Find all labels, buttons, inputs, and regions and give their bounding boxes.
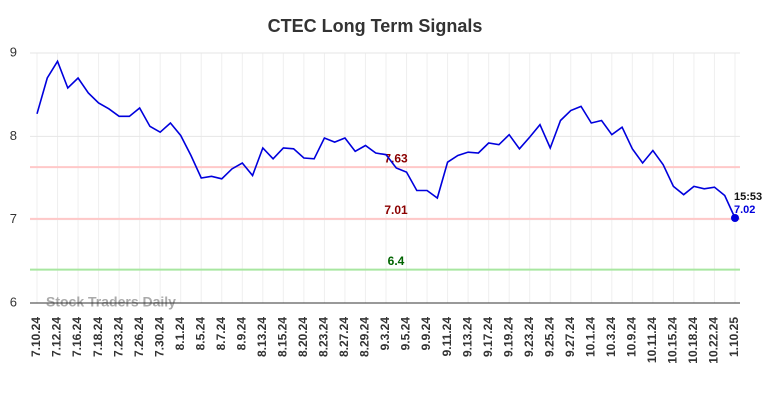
- x-tick-label: 10.18.24: [686, 317, 700, 364]
- x-tick-label: 8.29.24: [358, 317, 372, 357]
- reference-label: 6.4: [388, 254, 405, 268]
- x-tick-label: 10.9.24: [625, 317, 639, 357]
- x-tick-label: 9.9.24: [419, 317, 433, 351]
- last-point: [731, 214, 739, 222]
- last-value: 7.02: [734, 204, 755, 216]
- x-tick-label: 9.23.24: [522, 317, 536, 357]
- x-tick-label: 8.13.24: [255, 317, 269, 357]
- x-tick-label: 10.15.24: [666, 317, 680, 364]
- x-tick-label: 9.5.24: [399, 317, 413, 351]
- x-tick-label: 8.20.24: [296, 317, 310, 357]
- x-tick-label: 10.11.24: [645, 317, 659, 363]
- x-tick-label: 7.23.24: [111, 317, 125, 357]
- x-tick-label: 10.3.24: [604, 317, 618, 357]
- x-tick-label: 9.17.24: [481, 317, 495, 357]
- x-tick-label: 9.19.24: [501, 317, 515, 357]
- x-tick-label: 9.13.24: [460, 317, 474, 357]
- watermark: Stock Traders Daily: [46, 294, 176, 310]
- x-tick-label: 7.16.24: [70, 317, 84, 357]
- x-tick-label: 1.10.25: [727, 317, 741, 357]
- last-time: 15:53: [734, 191, 762, 203]
- x-tick-label: 8.15.24: [276, 317, 290, 357]
- chart-title: CTEC Long Term Signals: [268, 16, 483, 36]
- x-tick-label: 7.18.24: [91, 317, 105, 357]
- x-tick-label: 9.25.24: [542, 317, 556, 357]
- x-tick-label: 9.27.24: [563, 317, 577, 357]
- x-tick-label: 7.12.24: [50, 317, 64, 357]
- x-tick-label: 8.27.24: [337, 317, 351, 357]
- price-line: [36, 59, 736, 219]
- x-tick-label: 8.1.24: [173, 317, 187, 351]
- x-tick-label: 8.5.24: [193, 317, 207, 351]
- x-tick-label: 7.30.24: [152, 317, 166, 357]
- x-tick-label: 7.26.24: [132, 317, 146, 357]
- x-tick-label: 10.1.24: [583, 317, 597, 357]
- y-tick-label: 7: [10, 211, 17, 226]
- y-tick-label: 8: [10, 128, 17, 143]
- x-tick-label: 7.10.24: [29, 317, 43, 357]
- x-tick-label: 8.9.24: [234, 317, 248, 351]
- x-tick-label: 9.11.24: [440, 317, 454, 357]
- reference-label: 7.63: [384, 151, 408, 165]
- y-tick-label: 6: [10, 294, 17, 309]
- x-tick-label: 8.23.24: [317, 317, 331, 357]
- x-tick-label: 9.3.24: [378, 317, 392, 351]
- reference-label: 7.01: [384, 203, 408, 217]
- x-tick-label: 10.22.24: [707, 317, 721, 364]
- x-tick-label: 8.7.24: [214, 317, 228, 351]
- y-tick-label: 9: [10, 44, 17, 59]
